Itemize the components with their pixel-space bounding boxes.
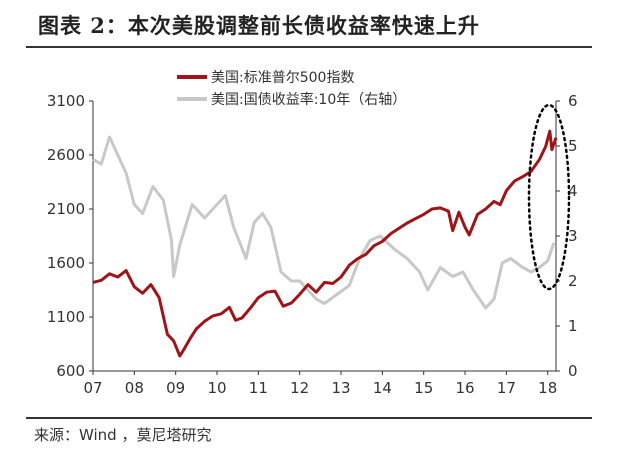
x-tick-label: 14 <box>373 379 392 397</box>
right-tick-label: 4 <box>568 182 578 200</box>
right-tick-label: 6 <box>568 92 578 110</box>
x-tick-label: 15 <box>414 379 433 397</box>
x-tick-label: 10 <box>207 379 226 397</box>
x-tick-label: 18 <box>538 379 557 397</box>
chart-title: 图表 2：本次美股调整前长债收益率快速上升 <box>38 13 480 38</box>
left-tick-label: 3100 <box>47 92 85 110</box>
highlight-ellipse <box>527 103 571 291</box>
x-tick-label: 13 <box>331 379 350 397</box>
x-tick-label: 09 <box>166 379 185 397</box>
left-tick-label: 2600 <box>47 146 85 164</box>
sp500-series-line <box>92 129 558 358</box>
right-tick-label: 3 <box>568 227 578 245</box>
x-tick-label: 11 <box>249 379 268 397</box>
x-tick-label: 16 <box>456 379 475 397</box>
right-tick-label: 5 <box>568 137 578 155</box>
left-tick-label: 1100 <box>47 308 85 326</box>
right-tick-label: 2 <box>568 272 578 290</box>
source-note: 来源：Wind ，莫尼塔研究 <box>34 426 212 444</box>
title-rule <box>26 46 592 48</box>
x-tick-label: 08 <box>125 379 144 397</box>
legend-sp500-label: 美国:标准普尔500指数 <box>211 70 354 86</box>
right-tick-label: 1 <box>568 317 578 335</box>
x-tick-label: 07 <box>83 379 102 397</box>
yield-series-line <box>92 135 556 310</box>
x-tick-label: 12 <box>290 379 309 397</box>
right-tick-label: 0 <box>568 362 578 380</box>
footer-rule <box>26 417 592 419</box>
left-tick-label: 2100 <box>47 200 85 218</box>
legend-yield-label: 美国:国债收益率:10年（右轴） <box>211 91 406 108</box>
left-tick-label: 600 <box>56 362 85 380</box>
left-tick-label: 1600 <box>47 254 85 272</box>
x-tick-label: 17 <box>497 379 516 397</box>
